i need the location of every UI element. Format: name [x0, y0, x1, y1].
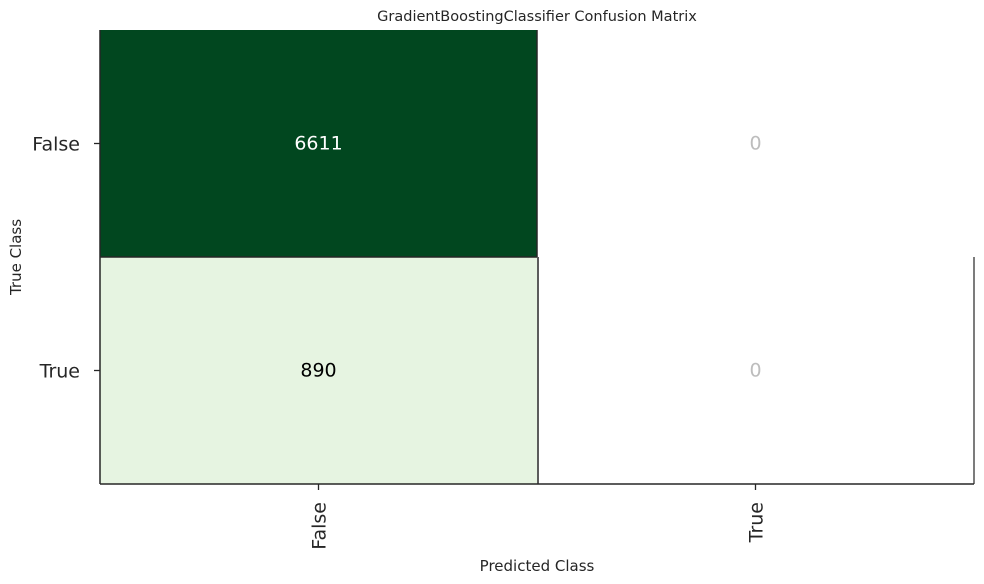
y-tick-label: True	[39, 361, 80, 383]
heatmap-cells	[100, 30, 974, 484]
heatmap-cell	[537, 257, 974, 484]
cell-value-label: 6611	[294, 133, 342, 155]
cell-value-label: 0	[749, 360, 761, 382]
cell-value-label: 890	[300, 360, 336, 382]
heatmap-cell	[100, 257, 537, 484]
y-tick-labels: False True	[32, 134, 100, 383]
x-tick-labels: False True	[309, 484, 768, 550]
cell-value-label: 0	[749, 133, 761, 155]
cell-borders	[100, 30, 539, 484]
cell-value-labels: 6611 0 890 0	[294, 133, 761, 382]
y-tick-label: False	[32, 134, 80, 156]
x-tick-label: False	[309, 502, 331, 550]
y-axis-label: True Class	[7, 219, 25, 296]
axes	[99, 30, 975, 485]
x-tick-label: True	[746, 502, 768, 543]
x-axis-label: Predicted Class	[480, 557, 595, 575]
heatmap-cell	[100, 30, 537, 257]
heatmap-cell	[537, 30, 974, 257]
chart-title: GradientBoostingClassifier Confusion Mat…	[377, 9, 697, 25]
